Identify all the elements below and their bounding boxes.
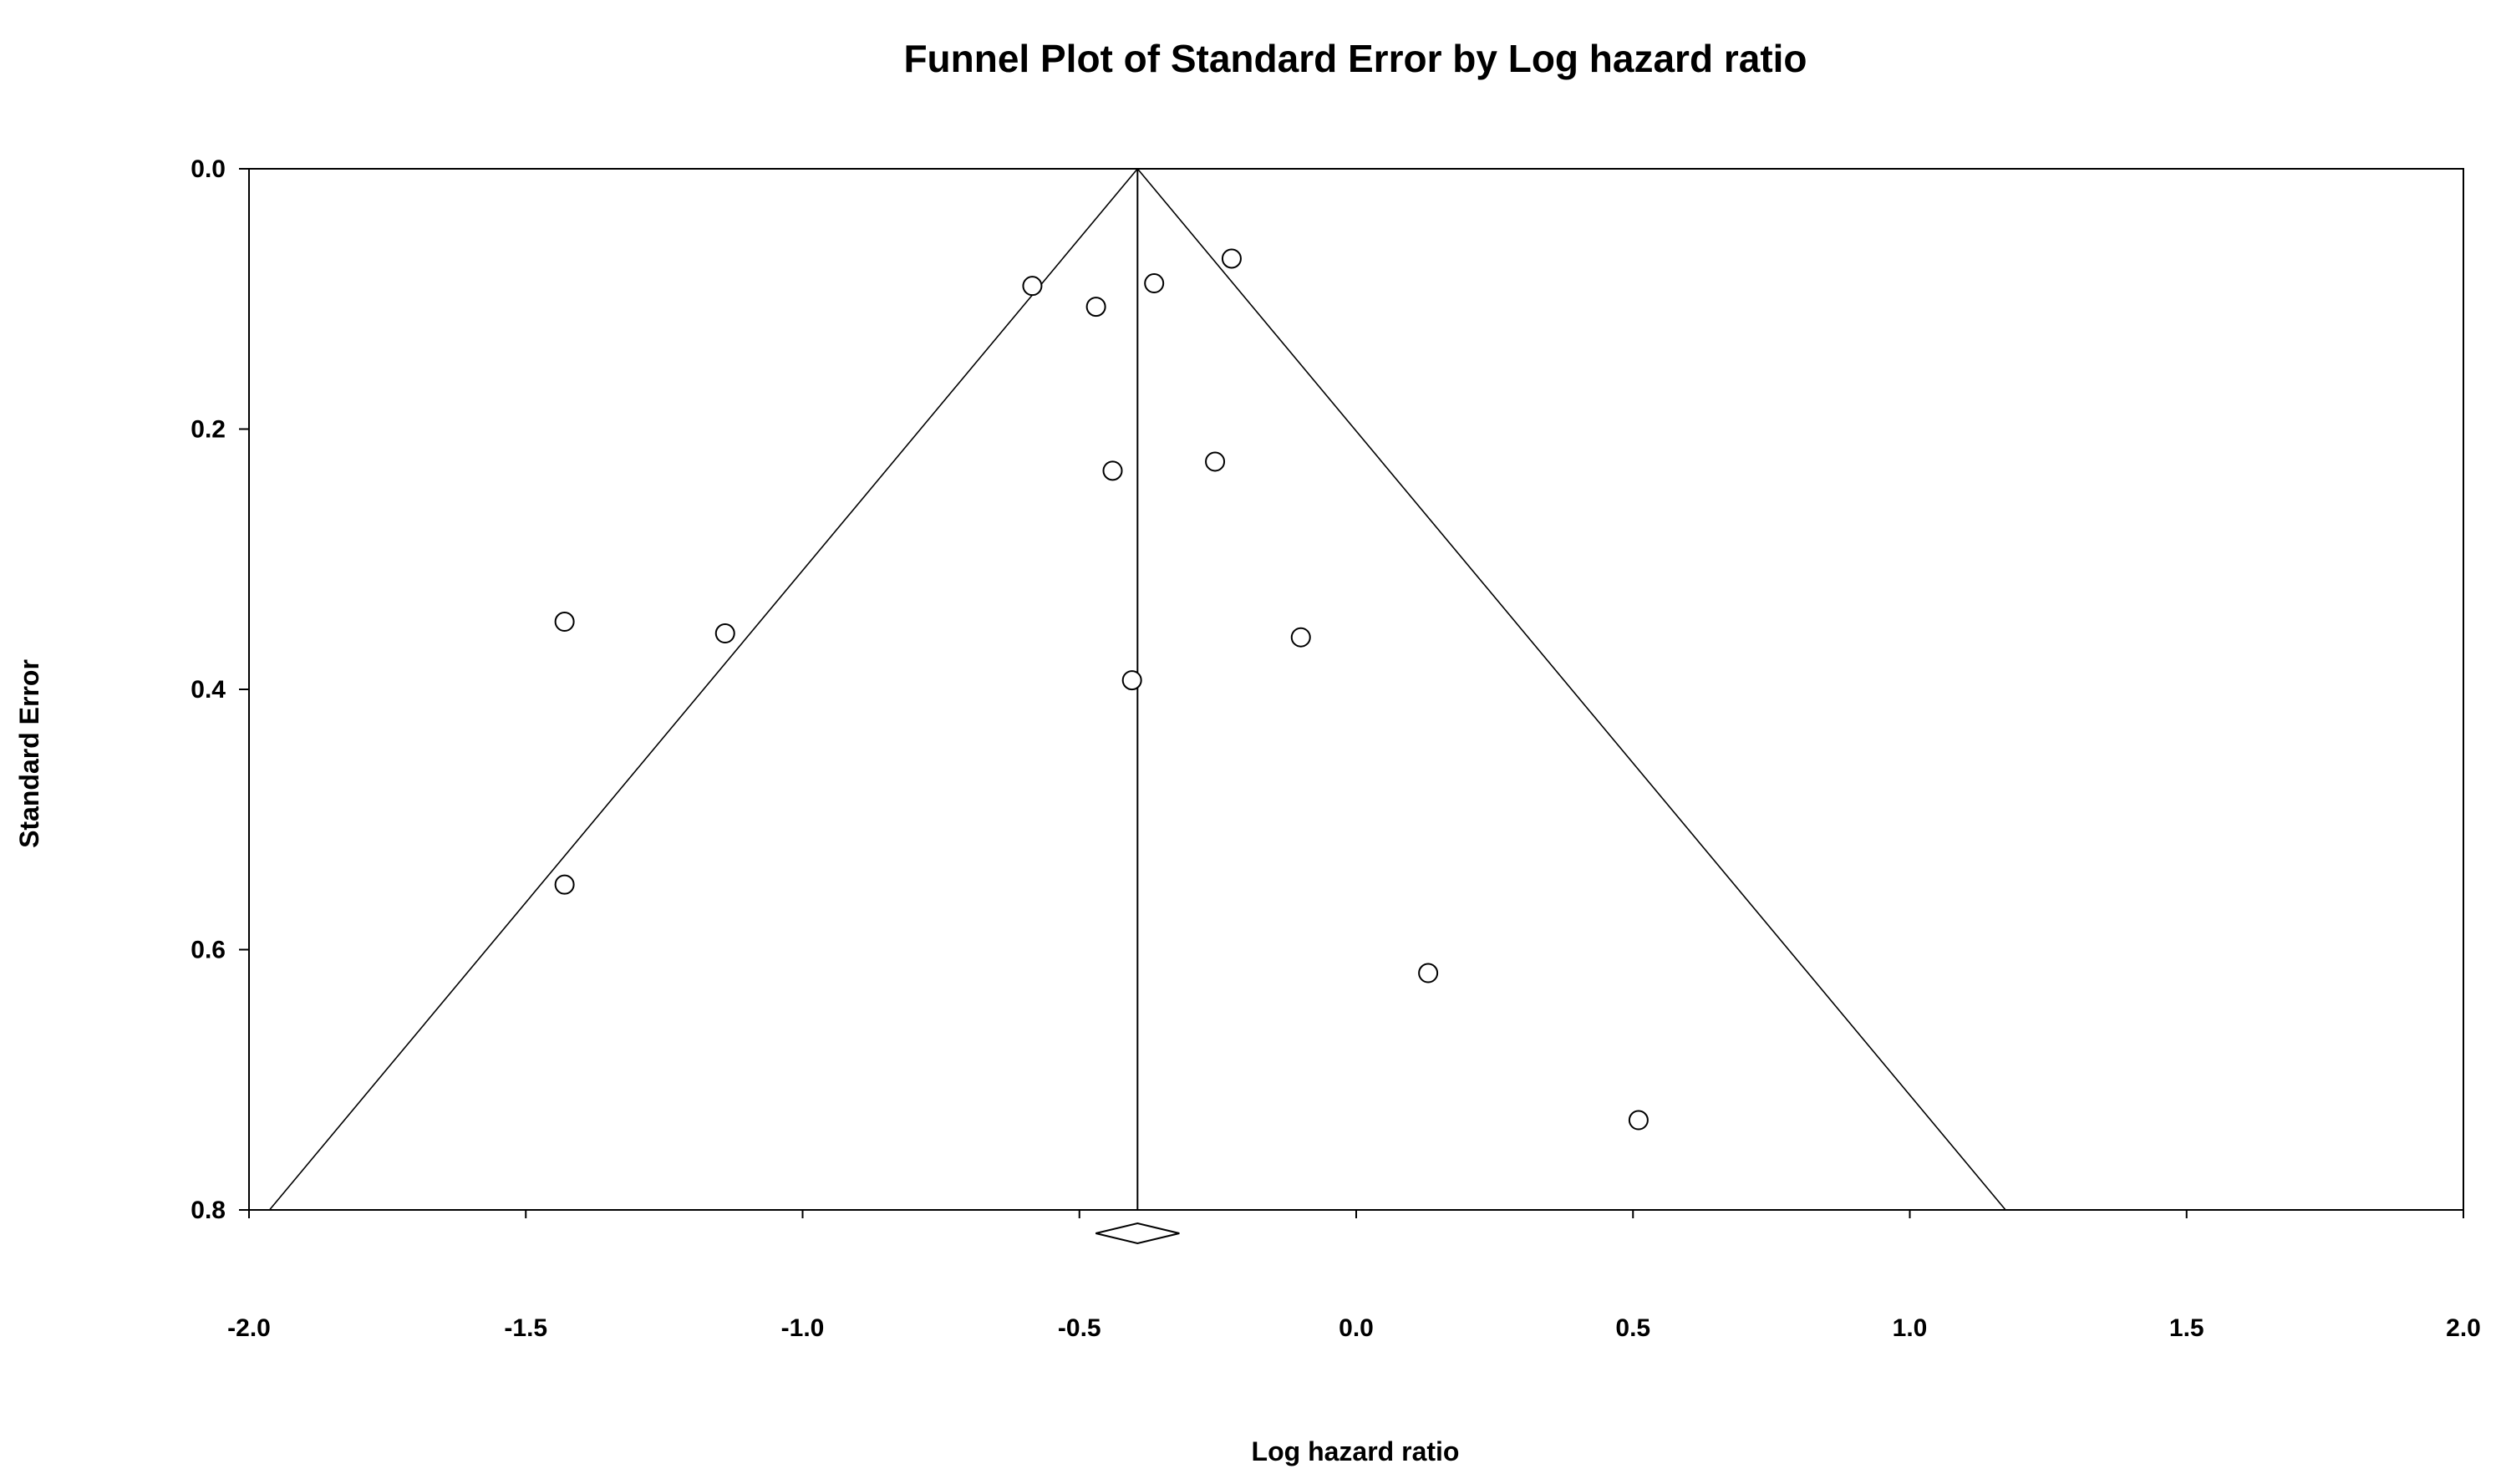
y-axis-label: Standard Error [14,659,44,848]
chart-title: Funnel Plot of Standard Error by Log haz… [903,37,1807,80]
study-point [1221,248,1242,269]
y-tick-label: 0.2 [191,416,226,444]
x-tick-label: -1.5 [504,1314,547,1342]
x-tick-label: 0.5 [1615,1314,1650,1342]
study-point [554,874,575,895]
x-tick-label: 1.0 [1893,1314,1928,1342]
x-tick-label: -1.0 [781,1314,825,1342]
y-tick-label: 0.4 [191,676,226,704]
study-point [1085,297,1106,318]
summary-diamond [1095,1222,1180,1245]
study-point [714,623,735,644]
y-tick-label: 0.0 [191,155,226,183]
study-point [554,612,575,633]
study-point [1290,627,1311,648]
funnel-left-limit [268,169,1138,1210]
study-point [1144,273,1165,294]
study-point [1022,276,1043,297]
plot-marks: 0.0 0.2 0.4 0.6 0.8 -2.0 -1.5 -1.0 -0.5 0.0 0.5 1.0… [191,155,2481,1342]
x-tick-label: -0.5 [1058,1314,1101,1342]
study-point [1102,460,1123,481]
study-point [1628,1110,1649,1131]
funnel-right-limit [1136,169,2006,1210]
x-axis-label: Log hazard ratio [1252,1436,1460,1466]
y-tick-label: 0.8 [191,1197,226,1224]
x-tick-label: 1.5 [2169,1314,2204,1342]
x-tick-label: 2.0 [2446,1314,2481,1342]
study-point [1418,963,1439,983]
plot-area-frame [248,168,2464,1211]
study-point [1121,670,1142,691]
x-tick-label: -2.0 [227,1314,271,1342]
x-tick-label: 0.0 [1339,1314,1374,1342]
study-point [1205,451,1226,472]
y-tick-label: 0.6 [191,937,226,964]
